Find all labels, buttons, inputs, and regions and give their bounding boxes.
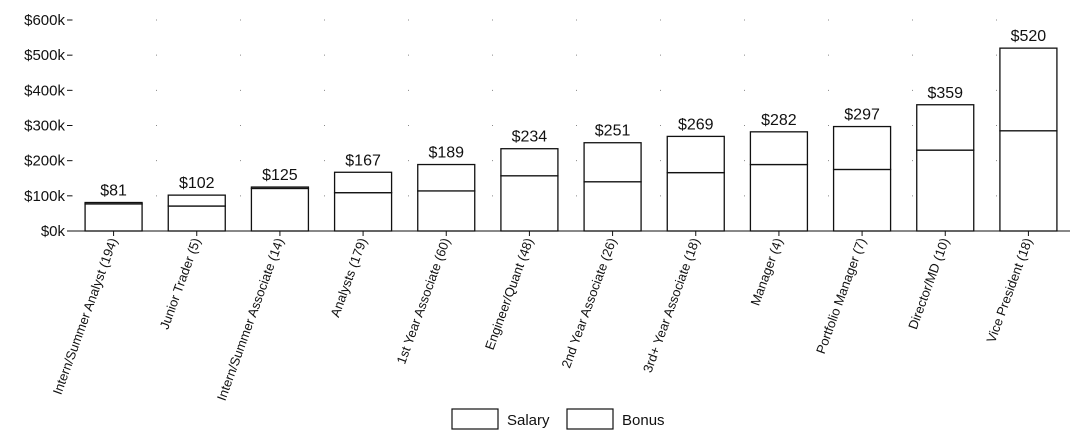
x-tick-label: Manager (4) [747,236,785,308]
bonus-bar [999,47,1058,132]
salary-bar [84,203,143,232]
bonus-bar [916,104,975,151]
legend-swatch-salary [451,408,499,430]
bonus-bar [250,186,310,190]
total-label: $282 [761,112,797,129]
x-tick-label: 2nd Year Associate (26) [558,236,619,370]
total-label: $234 [512,129,548,146]
y-tick-label: $400k [24,82,65,99]
y-tick-label: $200k [24,153,65,170]
y-tick-label: $100k [24,188,65,205]
x-tick-label: Analysts (179) [327,236,370,319]
total-label: $269 [678,116,714,133]
salary-bar [583,181,642,232]
x-tick-label: Engineer/Quant (48) [482,236,536,352]
total-label: $359 [927,85,963,102]
bonus-bar [500,148,559,177]
total-label: $167 [345,152,381,169]
salary-bar [666,171,725,232]
total-label: $251 [595,123,631,140]
bonus-bar [84,201,143,205]
salary-bar [749,163,809,232]
salary-bar [916,149,975,232]
y-tick-label: $0k [41,223,66,240]
bonus-bar [832,125,892,171]
salary-bar [500,175,559,232]
x-tick-label: Intern/Summer Associate (14) [214,236,287,403]
bonus-bar [333,171,393,194]
x-tick-label: 3rd+ Year Associate (18) [640,236,703,375]
y-tick-label: $500k [24,47,65,64]
bonus-bar [583,142,642,183]
bonus-bar [167,194,226,207]
y-tick-label: $300k [24,118,65,135]
salary-bar [832,168,892,232]
total-label: $189 [428,145,464,162]
legend-label-salary: Salary [507,412,550,429]
y-axis: $0k $100k $200k $300k $400k $500k $600k [24,12,72,240]
legend-label-bonus: Bonus [622,412,665,429]
bonus-bar [417,163,476,192]
salary-bar [250,187,310,232]
bonus-bar [749,131,809,166]
legend: Salary Bonus [451,408,665,430]
legend-swatch-bonus [566,408,614,430]
x-tick-label: Director/MD (10) [905,236,952,331]
bonus-bar [666,135,725,174]
total-label: $520 [1011,28,1047,45]
salary-bar [999,130,1058,232]
x-tick-label: Vice President (18) [983,236,1035,345]
x-axis: Intern/Summer Analyst (194) Junior Trader… [50,230,1070,403]
total-label: $102 [179,175,215,192]
salary-bar [167,205,226,232]
salary-bar [333,192,393,232]
x-tick-label: Portfolio Manager (7) [813,236,869,356]
x-tick-label: Junior Trader (5) [157,236,204,331]
salary-bar [417,190,476,232]
total-label: $297 [844,107,880,124]
y-tick-label: $600k [24,12,65,29]
bars: $81 $102 $125 $167 $189 $234 $251 $269 $282 $297 $… [84,28,1058,232]
x-tick-label: Intern/Summer Analyst (194) [50,236,121,397]
total-label: $125 [262,167,298,184]
total-label: $81 [100,183,127,200]
x-tick-label: 1st Year Associate (60) [393,236,453,366]
